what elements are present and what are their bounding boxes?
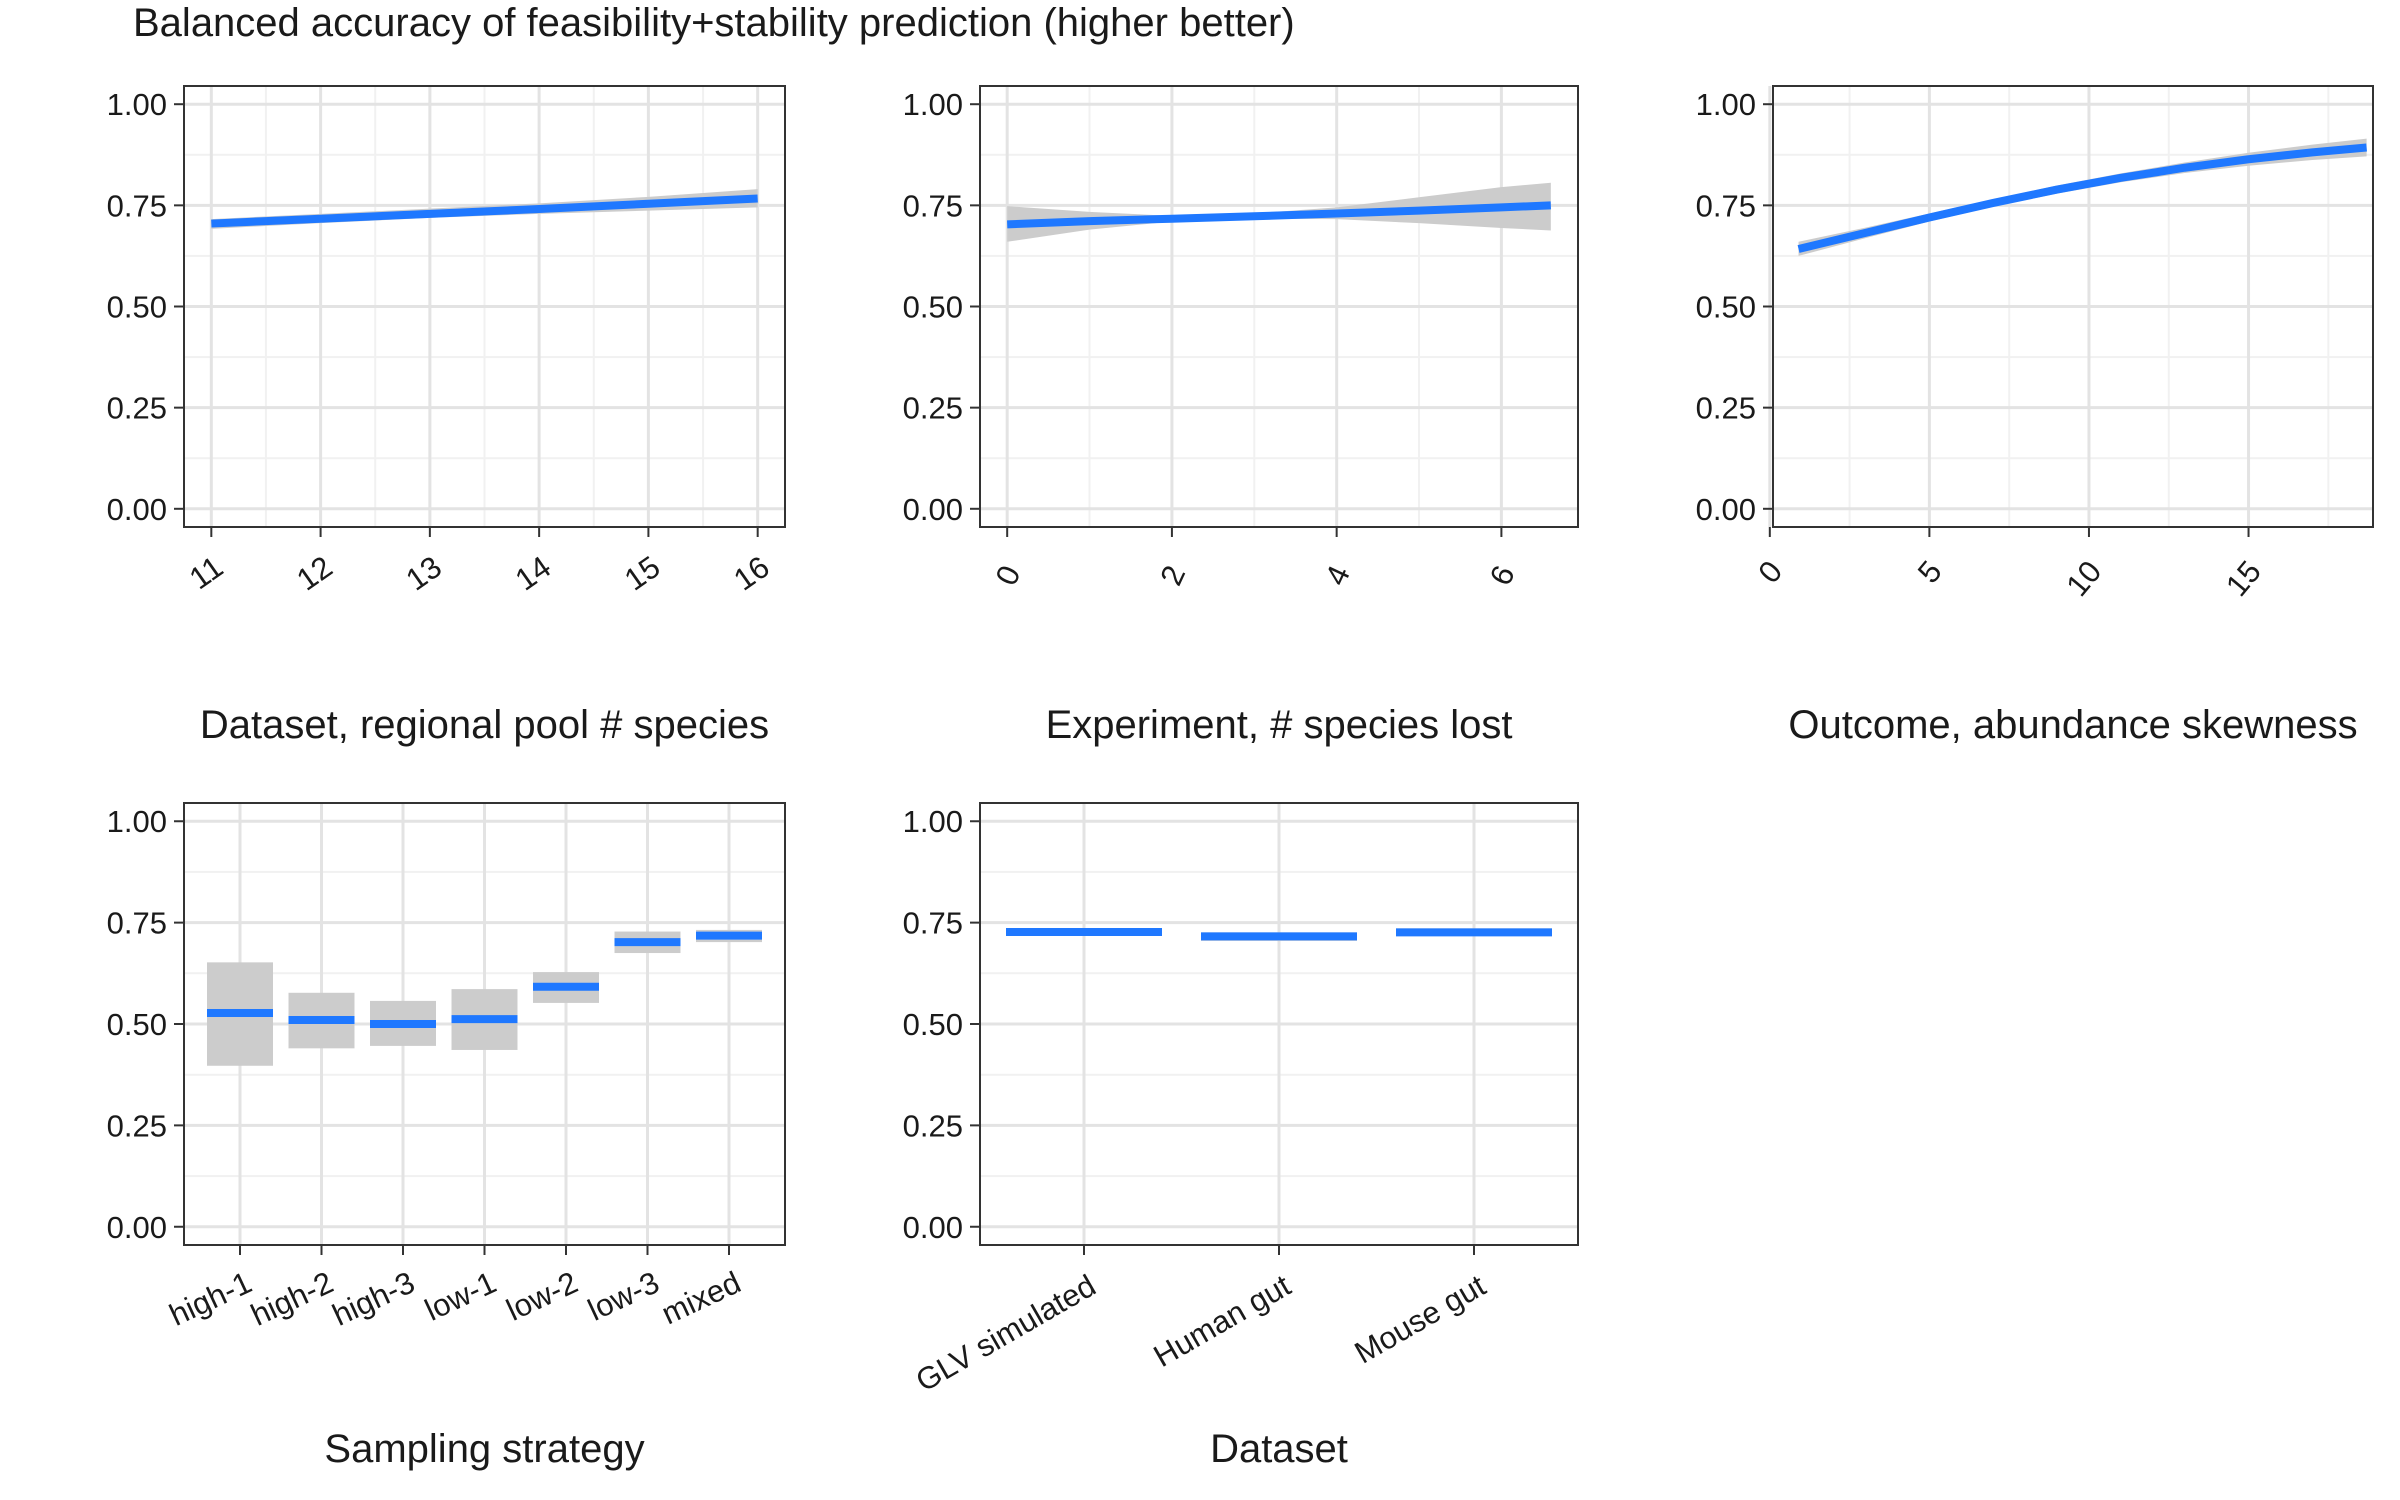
y-tick-label: 0.75 (107, 188, 167, 223)
trend-line (211, 194, 758, 228)
x-tick-label: Human gut (1148, 1268, 1297, 1374)
y-tick-label: 0.00 (903, 1210, 963, 1245)
x-tick-label: Mouse gut (1349, 1268, 1492, 1371)
x-tick-label: low-3 (583, 1265, 665, 1328)
x-axis-title: Sampling strategy (324, 1427, 644, 1471)
confidence-ribbon (1798, 138, 2367, 256)
y-tick-label: 0.75 (1696, 188, 1756, 223)
y-tick-label: 0.00 (107, 1210, 167, 1245)
x-tick-label: 15 (618, 549, 666, 597)
x-tick-label: 0 (1751, 554, 1789, 590)
x-tick-label: low-1 (420, 1265, 502, 1328)
panel-regional-pool: 0.00 0.25 0.50 0.75 1.00 11 12 13 14 15 16 Dataset,… (107, 85, 786, 747)
x-tick-label: 13 (400, 549, 448, 597)
x-tick-label: 5 (1911, 554, 1949, 590)
panel-dataset: 0.00 0.25 0.50 0.75 1.00 GLV simulated Human g… (903, 802, 1579, 1471)
x-tick-label: high-2 (246, 1265, 339, 1333)
y-tick-label: 0.50 (107, 1007, 167, 1042)
y-tick-label: 0.00 (903, 492, 963, 527)
y-tick-label: 1.00 (1696, 87, 1756, 122)
y-tick-label: 0.00 (107, 492, 167, 527)
x-tick-label: mixed (656, 1265, 746, 1332)
x-axis-title: Outcome, abundance skewness (1788, 703, 2357, 747)
y-tick-label: 1.00 (903, 804, 963, 839)
y-tick-label: 0.75 (107, 906, 167, 941)
y-tick-label: 0.50 (107, 290, 167, 325)
y-tick-label: 0.75 (903, 906, 963, 941)
trend-line (1797, 143, 2367, 253)
x-tick-label: 6 (1483, 560, 1522, 590)
y-tick-label: 0.25 (903, 391, 963, 426)
y-tick-label: 0.50 (903, 290, 963, 325)
y-tick-label: 0.25 (107, 1108, 167, 1143)
x-tick-label: 15 (2219, 554, 2268, 603)
figure-title: Balanced accuracy of feasibility+stabili… (133, 1, 1295, 45)
y-tick-label: 0.75 (903, 188, 963, 223)
x-tick-label: 2 (1153, 560, 1192, 590)
x-tick-label: 16 (727, 549, 775, 597)
y-tick-label: 0.25 (1696, 391, 1756, 426)
x-axis-title: Experiment, # species lost (1046, 703, 1513, 747)
panel-species-lost: 0.00 0.25 0.50 0.75 1.00 0 2 4 6 Experiment, # sp… (903, 85, 1579, 747)
x-tick-label: 14 (509, 549, 557, 597)
y-tick-label: 1.00 (107, 804, 167, 839)
trend-line (1007, 201, 1551, 229)
x-tick-label: 0 (989, 560, 1028, 590)
y-tick-label: 0.25 (107, 391, 167, 426)
x-tick-label: 12 (290, 549, 338, 597)
panel-abundance-skewness: 0.00 0.25 0.50 0.75 1.00 0 5 10 15 Outcome, abund… (1696, 85, 2374, 747)
x-tick-label: 4 (1318, 560, 1357, 590)
x-tick-label: 11 (183, 549, 229, 596)
x-tick-label: low-2 (501, 1265, 583, 1328)
y-tick-label: 0.25 (903, 1108, 963, 1143)
x-axis-title: Dataset (1210, 1427, 1348, 1471)
y-tick-label: 0.50 (903, 1007, 963, 1042)
x-axis-title: Dataset, regional pool # species (200, 703, 769, 747)
x-tick-label: 10 (2059, 554, 2108, 603)
y-tick-label: 1.00 (903, 87, 963, 122)
x-tick-label: high-1 (164, 1265, 257, 1333)
y-tick-label: 1.00 (107, 87, 167, 122)
y-tick-label: 0.00 (1696, 492, 1756, 527)
x-tick-label: GLV simulated (910, 1268, 1102, 1399)
y-tick-label: 0.50 (1696, 290, 1756, 325)
x-tick-label: high-3 (327, 1265, 420, 1333)
